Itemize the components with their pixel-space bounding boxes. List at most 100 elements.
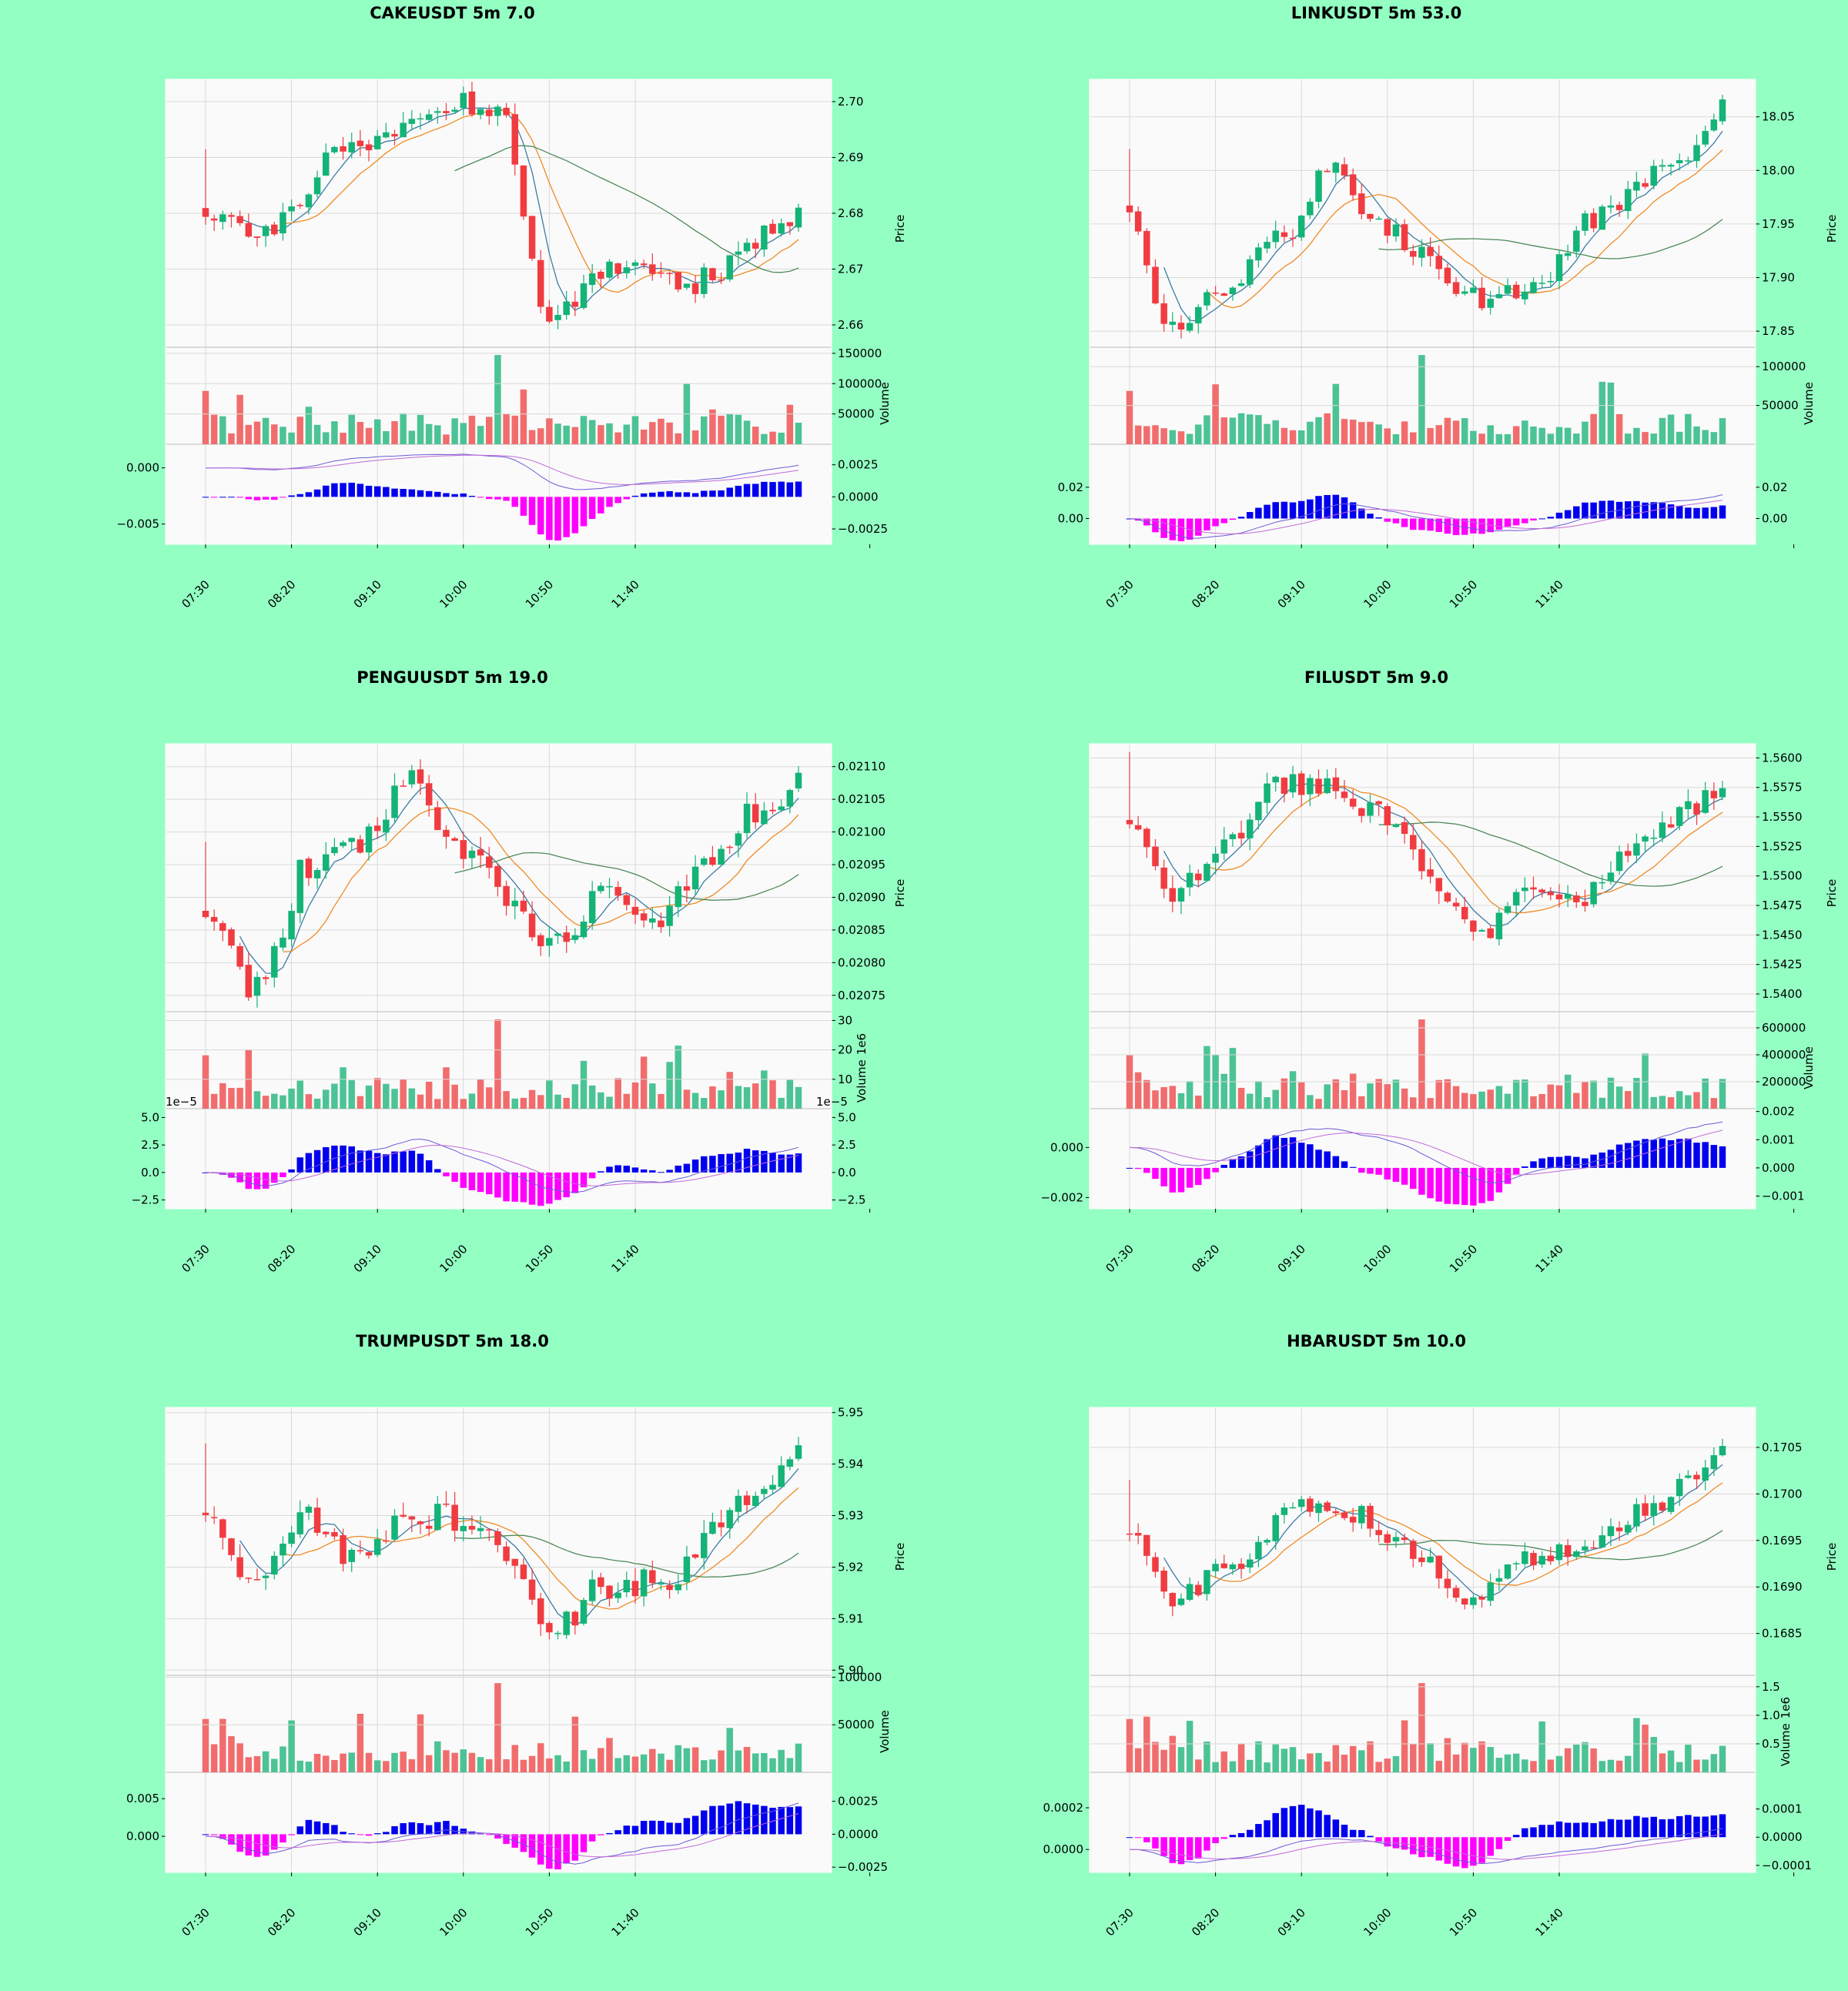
macd-right-tick-label: −0.0001: [1762, 1859, 1812, 1872]
candle-body: [202, 208, 209, 217]
macd-histogram-bar: [735, 1801, 742, 1835]
macd-histogram-bar: [1177, 1837, 1185, 1865]
candle-body: [1427, 869, 1434, 877]
candle-body: [425, 783, 433, 806]
plot-background: [1090, 744, 1756, 1209]
macd-histogram-bar: [425, 1825, 433, 1835]
candle-body: [357, 140, 364, 146]
volume-bar: [451, 418, 458, 444]
macd-histogram-bar: [262, 1172, 270, 1189]
candle-body: [1289, 237, 1297, 239]
macd-histogram-bar: [1633, 500, 1640, 519]
macd-histogram-bar: [1401, 518, 1408, 527]
candle-body: [726, 255, 733, 279]
macd-histogram-bar: [383, 487, 390, 497]
volume-bar: [1512, 1753, 1520, 1772]
candle-body: [1461, 1598, 1468, 1605]
price-tick-label: 1.5550: [1762, 810, 1803, 824]
macd-histogram-bar: [271, 1172, 278, 1183]
volume-bar: [1435, 1079, 1442, 1109]
candle-body: [253, 236, 261, 238]
volume-tick-label: 150000: [838, 346, 882, 360]
candle-body: [1530, 887, 1537, 890]
macd-histogram-bar: [296, 494, 304, 497]
macd-histogram-bar: [288, 495, 295, 497]
volume-bar: [1324, 413, 1331, 444]
candle-body: [528, 913, 536, 938]
macd-histogram-bar: [786, 1807, 794, 1835]
macd-histogram-bar: [245, 1834, 253, 1855]
candle-body: [1160, 303, 1167, 324]
volume-bar: [563, 425, 570, 444]
volume-bar: [305, 1094, 313, 1109]
candle-body: [1547, 1555, 1555, 1561]
macd-histogram-bar: [1522, 518, 1528, 524]
volume-bar: [296, 1760, 304, 1772]
candle-body: [373, 825, 381, 832]
candle-body: [1435, 1555, 1442, 1579]
volume-bar: [1418, 355, 1425, 444]
candle-body: [1272, 1514, 1279, 1541]
macd-histogram-bar: [383, 1832, 390, 1835]
volume-bar: [322, 1089, 330, 1109]
x-tick-label: 08:20: [265, 1242, 298, 1275]
macd-right-tick-label: −0.001: [1762, 1190, 1805, 1203]
candle-body: [365, 1552, 373, 1556]
volume-bar: [1564, 1074, 1572, 1109]
volume-bar: [1264, 1097, 1270, 1109]
macd-histogram-bar: [1289, 502, 1297, 519]
volume-bar: [1177, 1747, 1185, 1772]
candle-body: [322, 152, 330, 176]
macd-histogram-bar: [1410, 1167, 1417, 1190]
candle-body: [288, 206, 295, 212]
macd-histogram-bar: [1685, 507, 1692, 519]
volume-bar: [726, 1072, 733, 1109]
macd-histogram-bar: [726, 1153, 733, 1173]
volume-bar: [1410, 432, 1417, 444]
macd-histogram-bar: [1710, 1145, 1718, 1168]
volume-bar: [468, 1093, 476, 1109]
volume-bar: [1281, 427, 1288, 444]
plot-frame: [165, 1407, 832, 1873]
candle-body: [1719, 1446, 1726, 1456]
volume-bar: [1685, 413, 1692, 444]
price-tick-label: 1.5500: [1762, 869, 1803, 883]
candle-body: [1307, 201, 1314, 216]
candle-body: [348, 838, 355, 842]
macd-left-tick-label: −0.002: [1040, 1190, 1083, 1204]
macd-histogram-bar: [1272, 1812, 1279, 1838]
price-tick-label: 1.5475: [1762, 898, 1803, 912]
macd-histogram-bar: [494, 1834, 501, 1839]
candle-body: [1590, 882, 1597, 905]
candle-body: [262, 1575, 270, 1578]
macd-histogram-bar: [1538, 1825, 1545, 1838]
volume-bar: [1495, 433, 1503, 444]
volume-bar: [1478, 433, 1485, 444]
candle-body: [735, 833, 742, 846]
candle-body: [1169, 321, 1177, 325]
volume-bar: [631, 1082, 639, 1109]
candle-body: [546, 1623, 553, 1633]
volume-bar: [1624, 433, 1632, 444]
candle-body: [468, 91, 476, 115]
volume-bar: [460, 423, 467, 444]
volume-bar: [1186, 1081, 1194, 1109]
candle-body: [1659, 822, 1666, 838]
candle-body: [1220, 293, 1228, 296]
candle-body: [1152, 1557, 1159, 1572]
volume-bar: [658, 1093, 665, 1109]
macd-histogram-bar: [494, 1172, 501, 1198]
macd-histogram-bar: [245, 497, 253, 500]
volume-bar: [735, 414, 742, 444]
macd-histogram-bar: [1281, 1137, 1288, 1168]
candle-body: [340, 146, 346, 152]
volume-bar: [1573, 1745, 1580, 1772]
macd-histogram-bar: [1710, 507, 1718, 519]
macd-histogram-bar: [1126, 1837, 1133, 1839]
candle-body: [1452, 1588, 1460, 1598]
plot-frame: [165, 79, 832, 545]
candle-body: [1418, 848, 1425, 872]
volume-bar: [1264, 423, 1270, 444]
volume-bar: [331, 421, 338, 444]
volume-bar: [280, 427, 286, 444]
